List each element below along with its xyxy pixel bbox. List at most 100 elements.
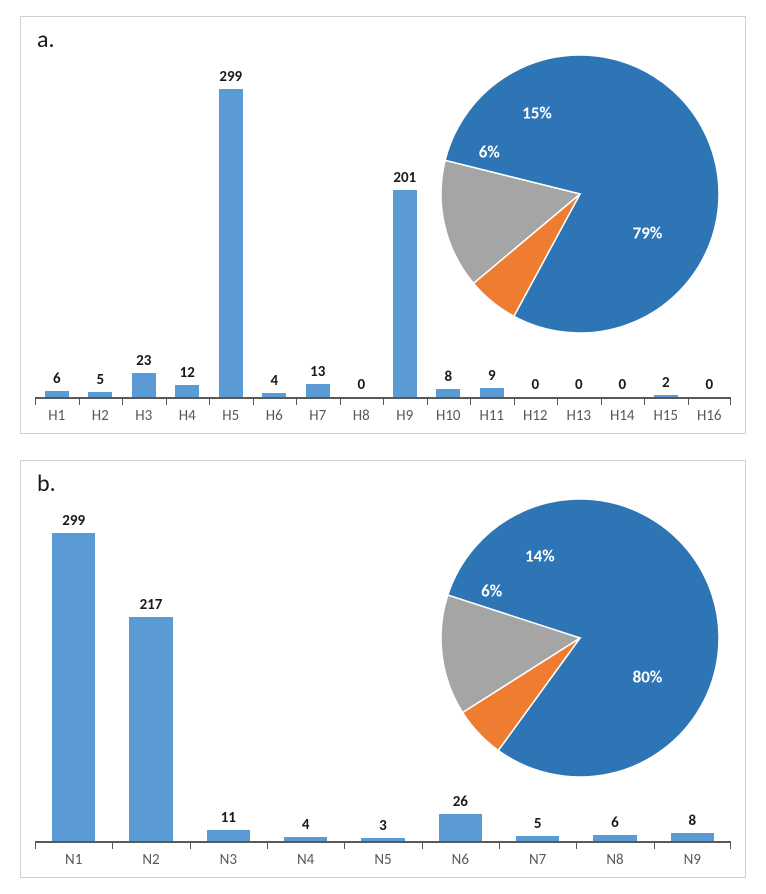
bar-rect bbox=[393, 190, 417, 397]
bar-slot: 201 bbox=[383, 67, 427, 397]
category-label: H2 bbox=[79, 407, 123, 425]
bar-value-label: 299 bbox=[219, 68, 242, 86]
tick bbox=[383, 399, 427, 405]
bar-rect bbox=[306, 384, 330, 397]
bar-value-label: 4 bbox=[302, 816, 310, 834]
bar-value-label: 9 bbox=[488, 367, 496, 385]
pie-slice-label: 6% bbox=[481, 581, 502, 602]
pie-svg bbox=[441, 55, 719, 333]
tick bbox=[601, 399, 645, 405]
panel-b-pie: 80% 6% 14% bbox=[441, 499, 719, 777]
category-label: H12 bbox=[514, 407, 558, 425]
bar-value-label: 6 bbox=[53, 370, 61, 388]
bar-rect bbox=[516, 836, 559, 841]
tick bbox=[499, 843, 576, 849]
bar-value-label: 12 bbox=[180, 364, 195, 382]
pie-slice-label: 79% bbox=[633, 222, 663, 243]
bar-rect bbox=[262, 393, 286, 397]
tick bbox=[166, 399, 210, 405]
category-label: H4 bbox=[166, 407, 210, 425]
bar-value-label: 26 bbox=[453, 793, 468, 811]
tick bbox=[422, 843, 499, 849]
category-label: N9 bbox=[654, 851, 731, 869]
bar-value-label: 299 bbox=[62, 512, 85, 530]
bar-value-label: 0 bbox=[705, 376, 713, 394]
bar-slot: 12 bbox=[166, 67, 210, 397]
pie-slice-label: 80% bbox=[633, 666, 663, 687]
category-label: N6 bbox=[422, 851, 499, 869]
pie-svg bbox=[441, 499, 719, 777]
pie-slice-label: 14% bbox=[525, 545, 555, 566]
tick bbox=[296, 399, 340, 405]
tick bbox=[253, 399, 297, 405]
panel-b-categories: N1N2N3N4N5N6N7N8N9 bbox=[35, 851, 731, 869]
category-label: N1 bbox=[35, 851, 112, 869]
category-label: N2 bbox=[112, 851, 189, 869]
bar-value-label: 0 bbox=[575, 376, 583, 394]
tick bbox=[427, 399, 471, 405]
category-label: N5 bbox=[344, 851, 421, 869]
bar-rect bbox=[52, 533, 95, 841]
bar-rect bbox=[439, 814, 482, 841]
panel-a-categories: H1H2H3H4H5H6H7H8H9H10H11H12H13H14H15H16 bbox=[35, 407, 731, 425]
category-label: H6 bbox=[253, 407, 297, 425]
bar-value-label: 4 bbox=[270, 372, 278, 390]
bar-rect bbox=[361, 838, 404, 841]
category-label: H14 bbox=[601, 407, 645, 425]
bar-slot: 4 bbox=[267, 511, 344, 841]
bar-value-label: 0 bbox=[531, 376, 539, 394]
bar-value-label: 13 bbox=[310, 363, 325, 381]
pie-slice-label: 15% bbox=[522, 102, 552, 123]
bar-slot: 0 bbox=[340, 67, 384, 397]
bar-slot: 23 bbox=[122, 67, 166, 397]
category-label: H9 bbox=[383, 407, 427, 425]
category-label: H10 bbox=[427, 407, 471, 425]
bar-value-label: 3 bbox=[379, 817, 387, 835]
bar-value-label: 5 bbox=[96, 371, 104, 389]
bar-rect bbox=[207, 830, 250, 841]
bar-rect bbox=[132, 373, 156, 397]
bar-value-label: 5 bbox=[534, 815, 542, 833]
bar-rect bbox=[175, 385, 199, 397]
tick bbox=[209, 399, 253, 405]
page: a. 65231229941302018900020 79%6%15% H1H2… bbox=[0, 0, 766, 894]
tick bbox=[190, 843, 267, 849]
tick bbox=[112, 843, 189, 849]
bar-value-label: 8 bbox=[444, 368, 452, 386]
panel-b-chart-area: 299 217 11 4 3 26 5 6 8 80% 6% 14% bbox=[35, 477, 731, 841]
tick bbox=[35, 399, 79, 405]
category-label: H11 bbox=[470, 407, 514, 425]
bar-slot: 299 bbox=[35, 511, 112, 841]
panel-b-ticks bbox=[35, 843, 731, 849]
bar-value-label: 0 bbox=[618, 376, 626, 394]
bar-rect bbox=[671, 833, 714, 841]
tick bbox=[514, 399, 558, 405]
category-label: H5 bbox=[209, 407, 253, 425]
bar-value-label: 11 bbox=[221, 809, 236, 827]
pie-slice-label: 6% bbox=[479, 141, 500, 162]
tick bbox=[122, 399, 166, 405]
panel-b: b. 299217114326568 80%6%14% N1N2N3N4N5N6… bbox=[20, 460, 746, 878]
bar-rect bbox=[45, 391, 69, 397]
category-label: H8 bbox=[340, 407, 384, 425]
tick bbox=[340, 399, 384, 405]
bar-value-label: 8 bbox=[688, 812, 696, 830]
bar-value-label: 2 bbox=[662, 374, 670, 392]
panel-a-pie: 79% 6% 15% bbox=[441, 55, 719, 333]
tick bbox=[79, 399, 123, 405]
bar-rect bbox=[436, 389, 460, 397]
bar-value-label: 6 bbox=[611, 814, 619, 832]
bar-slot: 4 bbox=[253, 67, 297, 397]
tick bbox=[470, 399, 514, 405]
bar-rect bbox=[593, 835, 636, 841]
bar-value-label: 217 bbox=[140, 596, 163, 614]
tick bbox=[267, 843, 344, 849]
bar-slot: 11 bbox=[190, 511, 267, 841]
category-label: H15 bbox=[644, 407, 688, 425]
category-label: H13 bbox=[557, 407, 601, 425]
bar-value-label: 23 bbox=[136, 352, 151, 370]
bar-value-label: 0 bbox=[357, 376, 365, 394]
bar-slot: 13 bbox=[296, 67, 340, 397]
bar-value-label: 201 bbox=[393, 169, 416, 187]
tick bbox=[344, 843, 421, 849]
